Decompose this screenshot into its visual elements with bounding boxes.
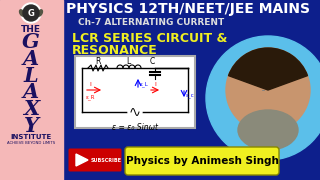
Text: G: G: [22, 32, 40, 52]
FancyBboxPatch shape: [125, 147, 279, 175]
Text: SUBSCRIBE: SUBSCRIBE: [91, 158, 122, 163]
Text: Ch-7 ALTERNATING CURRENT: Ch-7 ALTERNATING CURRENT: [78, 18, 224, 27]
Text: ε = ε₀ Sinωt: ε = ε₀ Sinωt: [112, 123, 158, 132]
Text: I: I: [154, 82, 156, 87]
Text: L: L: [126, 57, 130, 66]
Text: ε_R: ε_R: [85, 94, 95, 100]
Wedge shape: [228, 48, 308, 90]
Text: Y: Y: [24, 116, 38, 136]
Text: C: C: [149, 57, 155, 66]
FancyBboxPatch shape: [68, 148, 122, 172]
Text: INSTITUTE: INSTITUTE: [10, 134, 52, 140]
Bar: [0, 0, 63, 180]
Text: A: A: [23, 49, 39, 69]
Ellipse shape: [20, 10, 24, 16]
Circle shape: [206, 36, 320, 160]
Text: THE: THE: [21, 25, 41, 34]
Text: G: G: [28, 8, 35, 17]
Text: Physics by Animesh Singh: Physics by Animesh Singh: [125, 156, 278, 166]
Bar: [252, 87, 262, 93]
Circle shape: [23, 5, 39, 21]
Circle shape: [21, 3, 41, 23]
Ellipse shape: [238, 110, 298, 150]
Text: A: A: [23, 82, 39, 102]
Circle shape: [226, 48, 310, 132]
Circle shape: [128, 105, 142, 119]
Text: RESONANCE: RESONANCE: [72, 44, 158, 57]
Text: L: L: [24, 66, 38, 86]
Text: PHYSICS 12TH/NEET/JEE MAINS: PHYSICS 12TH/NEET/JEE MAINS: [66, 2, 310, 16]
Text: I: I: [89, 82, 91, 87]
Text: R: R: [95, 57, 101, 66]
Text: ε_c: ε_c: [186, 93, 195, 98]
Text: ε_L: ε_L: [140, 81, 149, 87]
FancyBboxPatch shape: [75, 56, 195, 128]
Ellipse shape: [37, 10, 43, 16]
Text: ACHIEVE BEYOND LIMITS: ACHIEVE BEYOND LIMITS: [7, 141, 55, 145]
Text: LCR SERIES CIRCUIT &: LCR SERIES CIRCUIT &: [72, 32, 228, 45]
Text: X: X: [23, 99, 39, 119]
Bar: [264, 87, 274, 93]
Polygon shape: [76, 154, 88, 166]
